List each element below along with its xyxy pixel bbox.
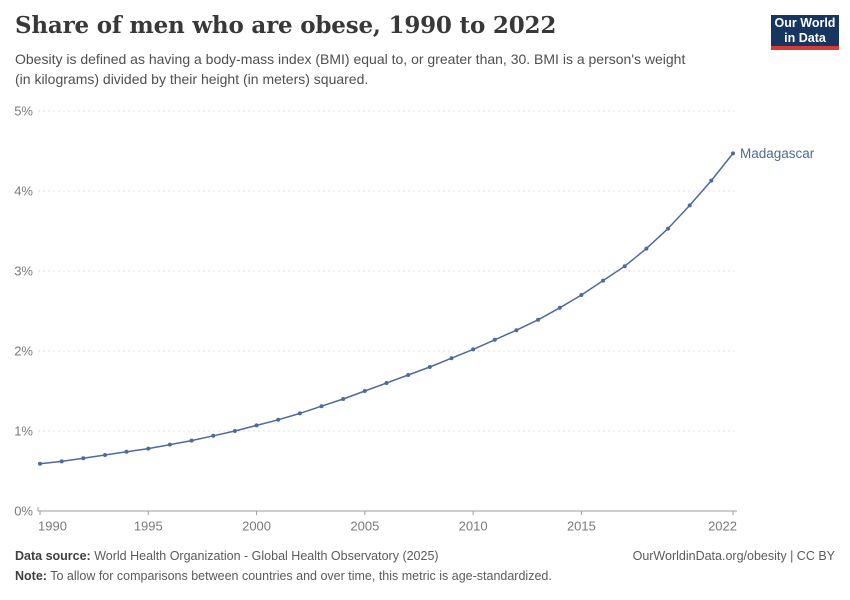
data-point-marker[interactable] <box>557 305 562 310</box>
x-tick-label: 1990 <box>38 519 67 534</box>
data-source-text: World Health Organization - Global Healt… <box>90 549 439 563</box>
x-tick-label: 2010 <box>459 519 488 534</box>
chart-subtitle: Obesity is defined as having a body-mass… <box>15 49 765 90</box>
y-tick-label: 4% <box>14 184 33 199</box>
owid-logo[interactable]: Our World in Data <box>771 15 839 50</box>
owid-cc-by-link[interactable]: OurWorldinData.org/obesity | CC BY <box>632 549 835 563</box>
chart-subtitle-line1: Obesity is defined as having a body-mass… <box>15 50 686 67</box>
data-point-marker[interactable] <box>167 442 172 447</box>
data-point-marker[interactable] <box>211 433 216 438</box>
data-point-marker[interactable] <box>666 226 670 231</box>
data-point-marker[interactable] <box>362 389 367 393</box>
data-point-marker[interactable] <box>146 446 151 451</box>
note-label: Note: <box>15 569 47 583</box>
y-tick-label: 0% <box>14 504 33 519</box>
x-tick-label: 1995 <box>134 519 163 534</box>
gridlines <box>37 110 737 512</box>
data-point-marker[interactable] <box>319 404 324 409</box>
data-point-marker[interactable] <box>601 278 606 283</box>
y-axis-tick-labels: 0% 1% 2% 3% 4% 5% <box>14 104 33 519</box>
data-point-marker[interactable] <box>406 373 411 377</box>
data-point-marker[interactable] <box>644 246 649 251</box>
x-axis-tick-labels: 1990 1995 2000 2005 2010 2015 2022 <box>38 511 737 534</box>
x-tick-label: 2015 <box>567 519 596 534</box>
data-point-marker[interactable] <box>536 317 541 322</box>
data-point-marker[interactable] <box>103 453 107 457</box>
data-source-label: Data source: <box>15 549 91 563</box>
data-point-marker[interactable] <box>297 411 302 416</box>
x-tick-label: 2022 <box>708 519 737 534</box>
x-tick-label: 2000 <box>242 519 271 534</box>
series-madagascar[interactable]: Madagascar <box>38 146 815 466</box>
series-line[interactable] <box>39 152 734 465</box>
data-point-marker[interactable] <box>514 328 519 333</box>
chart-header: Share of men who are obese, 1990 to 2022… <box>15 12 765 89</box>
y-tick-label: 3% <box>14 264 33 279</box>
data-point-marker[interactable] <box>124 449 129 454</box>
data-point-marker[interactable] <box>276 417 281 422</box>
y-tick-label: 1% <box>14 424 33 439</box>
data-point-marker[interactable] <box>427 365 432 369</box>
data-point-marker[interactable] <box>579 293 584 297</box>
note-text: To allow for comparisons between countri… <box>46 569 552 583</box>
data-point-marker[interactable] <box>492 337 497 342</box>
chart-footer: Data source: World Health Organization -… <box>15 546 835 586</box>
series-end-label[interactable]: Madagascar <box>740 146 815 161</box>
data-point-marker[interactable] <box>232 429 237 433</box>
chart-subtitle-line2: (in kilograms) divided by their height (… <box>15 70 369 87</box>
data-point-marker[interactable] <box>254 423 259 428</box>
data-source-line[interactable]: Data source: World Health Organization -… <box>15 546 439 566</box>
y-tick-label: 5% <box>14 104 33 119</box>
chart-title: Share of men who are obese, 1990 to 2022 <box>15 12 557 39</box>
data-point-marker[interactable] <box>81 456 86 461</box>
data-point-marker[interactable] <box>449 356 454 361</box>
data-point-marker[interactable] <box>709 178 714 183</box>
data-point-marker[interactable] <box>59 459 64 464</box>
y-tick-label: 2% <box>14 344 33 359</box>
data-point-marker[interactable] <box>622 264 627 269</box>
data-point-marker[interactable] <box>341 397 346 401</box>
data-point-marker[interactable] <box>384 381 389 385</box>
data-point-marker[interactable] <box>38 461 42 466</box>
data-point-marker[interactable] <box>189 438 194 443</box>
owid-logo-line2: in Data <box>784 30 826 45</box>
data-point-marker[interactable] <box>731 151 735 156</box>
data-point-marker[interactable] <box>471 347 476 352</box>
owid-logo-line1: Our World <box>774 16 836 31</box>
data-point-marker[interactable] <box>687 203 692 208</box>
x-tick-label: 2005 <box>350 519 379 534</box>
note-line: Note: To allow for comparisons between c… <box>15 566 835 586</box>
